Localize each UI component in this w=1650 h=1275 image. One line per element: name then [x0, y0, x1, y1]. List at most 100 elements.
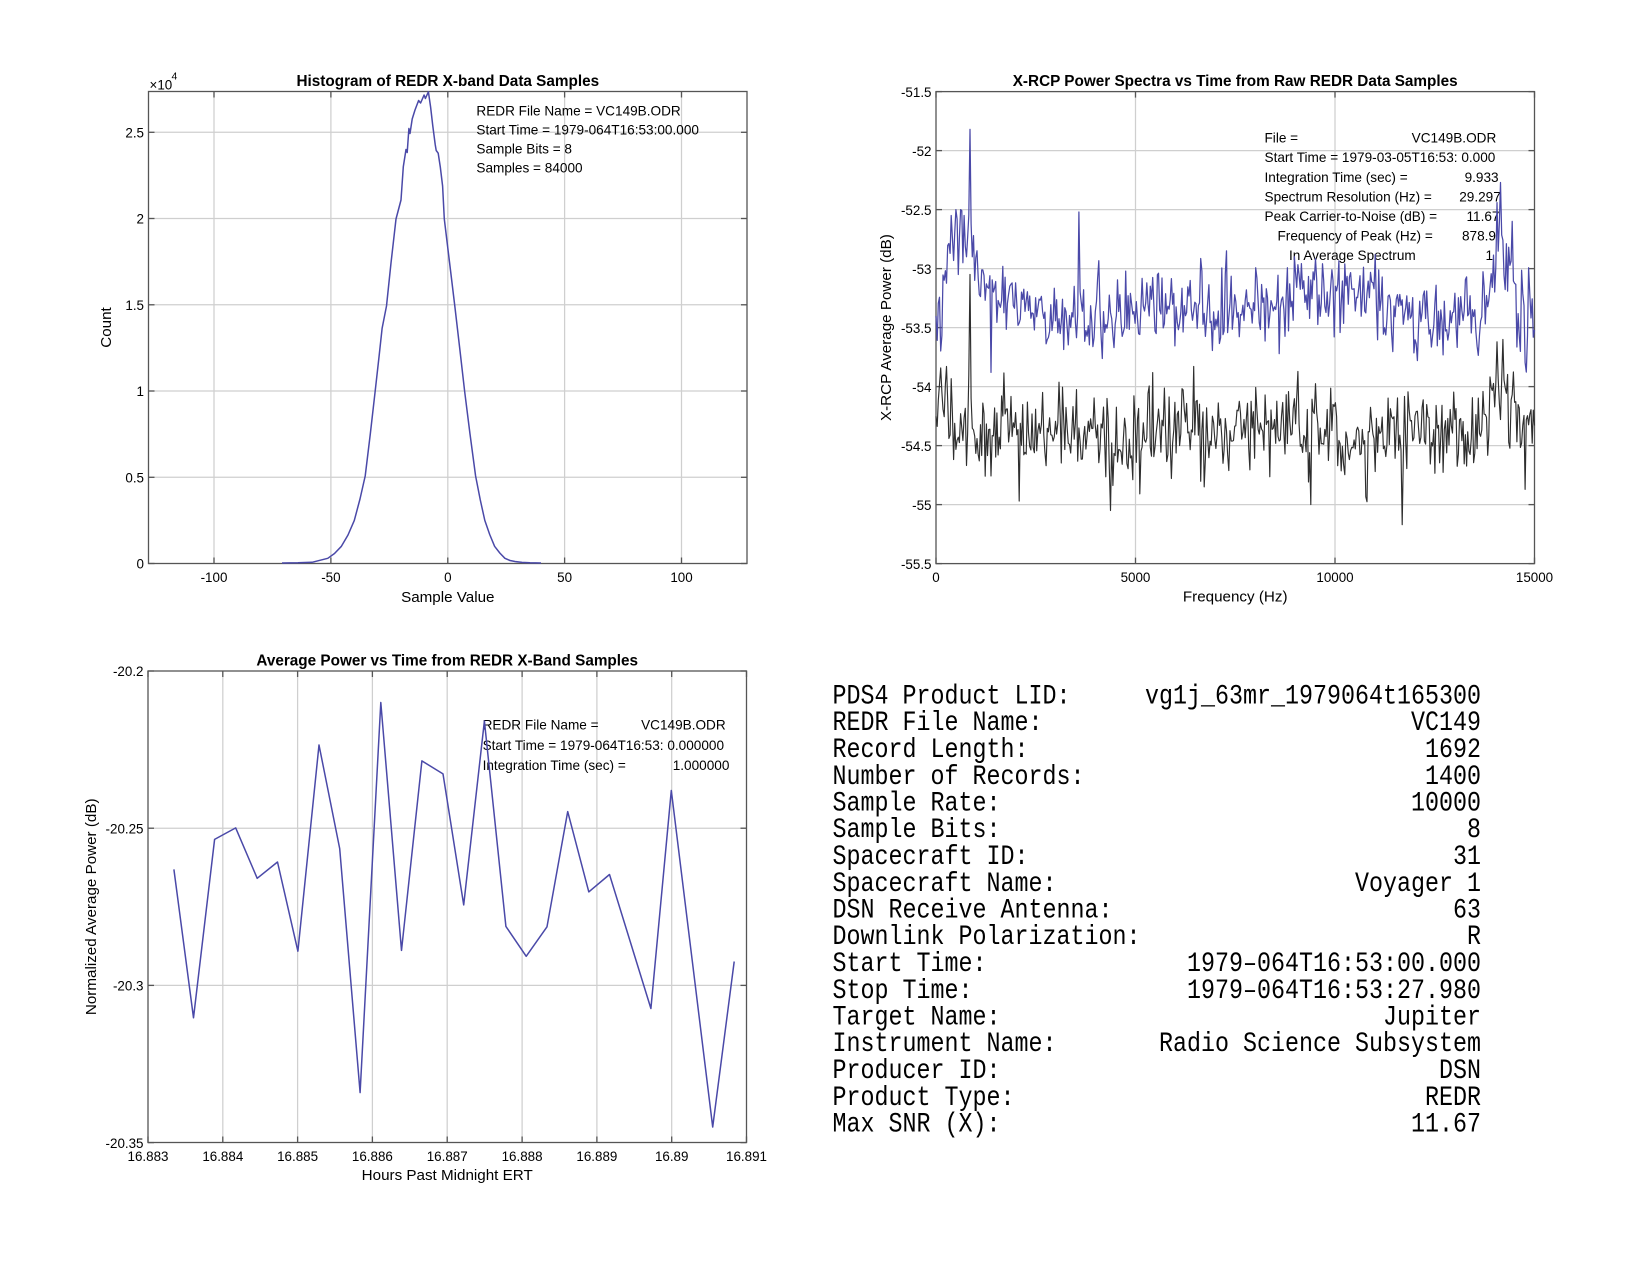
svg-text:-55: -55 — [912, 498, 931, 513]
svg-text:11.67: 11.67 — [1411, 1110, 1481, 1141]
svg-text:-51.5: -51.5 — [901, 85, 932, 100]
svg-text:-20.2: -20.2 — [113, 664, 144, 679]
svg-text:1400: 1400 — [1425, 762, 1481, 793]
svg-text:VC149B.ODR: VC149B.ODR — [1412, 131, 1497, 146]
svg-text:Target Name:: Target Name: — [833, 1003, 1001, 1034]
svg-text:Start Time:: Start Time: — [833, 949, 987, 980]
svg-text:-54.5: -54.5 — [901, 439, 932, 454]
svg-text:0: 0 — [932, 570, 939, 585]
svg-text:16.886: 16.886 — [352, 1149, 393, 1164]
svg-text:2.5: 2.5 — [125, 126, 144, 141]
svg-text:16.888: 16.888 — [502, 1149, 543, 1164]
svg-text:Sample Rate:: Sample Rate: — [833, 789, 1001, 820]
svg-text:Producer ID:: Producer ID: — [833, 1056, 1001, 1087]
svg-text:15000: 15000 — [1516, 570, 1553, 585]
svg-text:-20.3: -20.3 — [113, 979, 144, 994]
svg-text:Max SNR (X):: Max SNR (X): — [833, 1110, 1001, 1141]
svg-text:0: 0 — [444, 570, 451, 585]
svg-text:Product Type:: Product Type: — [833, 1083, 1015, 1114]
svg-text:Spacecraft Name:: Spacecraft Name: — [833, 869, 1057, 900]
svg-text:PDS4 Product LID:: PDS4 Product LID: — [833, 682, 1071, 713]
svg-text:-53: -53 — [912, 262, 931, 277]
svg-text:Normalized Average Power (dB): Normalized Average Power (dB) — [83, 798, 100, 1015]
svg-text:9.933: 9.933 — [1465, 170, 1499, 185]
svg-text:-20.35: -20.35 — [106, 1136, 144, 1151]
svg-text:16.885: 16.885 — [277, 1149, 318, 1164]
svg-text:Frequency of Peak (Hz) =: Frequency of Peak (Hz) = — [1278, 229, 1433, 244]
svg-text:Record Length:: Record Length: — [833, 735, 1029, 766]
svg-text:Sample Value: Sample Value — [401, 589, 494, 606]
svg-text:1: 1 — [1485, 248, 1493, 263]
svg-text:X-RCP Power Spectra vs Time fr: X-RCP Power Spectra vs Time from Raw RED… — [1013, 73, 1458, 90]
svg-text:R: R — [1467, 922, 1481, 953]
svg-text:31: 31 — [1453, 842, 1481, 873]
svg-text:10000: 10000 — [1411, 789, 1481, 820]
svg-text:Number of Records:: Number of Records: — [833, 762, 1085, 793]
svg-text:-52.5: -52.5 — [901, 203, 932, 218]
svg-text:REDR File Name =: REDR File Name = — [483, 718, 599, 733]
svg-text:Sample Bits:: Sample Bits: — [833, 815, 1001, 846]
svg-text:1.000000: 1.000000 — [673, 758, 730, 773]
svg-text:-100: -100 — [201, 570, 228, 585]
svg-text:Integration Time (sec) =: Integration Time (sec) = — [1265, 170, 1408, 185]
svg-text:DSN: DSN — [1439, 1056, 1481, 1087]
svg-text:Count: Count — [98, 306, 115, 347]
svg-text:Samples = 84000: Samples = 84000 — [476, 161, 583, 176]
svg-text:REDR File Name:: REDR File Name: — [833, 708, 1043, 739]
svg-text:16.887: 16.887 — [427, 1149, 468, 1164]
svg-text:4: 4 — [172, 71, 178, 83]
svg-text:100: 100 — [670, 570, 692, 585]
svg-text:0.5: 0.5 — [125, 471, 144, 486]
svg-text:Histogram of REDR X-band Data: Histogram of REDR X-band Data Samples — [297, 73, 600, 90]
svg-text:REDR: REDR — [1425, 1083, 1481, 1114]
svg-text:Voyager 1: Voyager 1 — [1355, 869, 1481, 900]
svg-text:16.891: 16.891 — [726, 1149, 767, 1164]
svg-text:1979–064T16:53:27.980: 1979–064T16:53:27.980 — [1187, 976, 1481, 1007]
svg-text:16.884: 16.884 — [202, 1149, 244, 1164]
svg-text:Instrument Name:: Instrument Name: — [833, 1029, 1057, 1060]
svg-text:2: 2 — [137, 212, 144, 227]
svg-text:Spectrum Resolution (Hz) =: Spectrum Resolution (Hz) = — [1265, 189, 1432, 204]
svg-text:X-RCP Average Power (dB): X-RCP Average Power (dB) — [878, 234, 895, 421]
svg-text:-20.25: -20.25 — [106, 821, 144, 836]
svg-text:1979–064T16:53:00.000: 1979–064T16:53:00.000 — [1187, 949, 1481, 980]
svg-text:File =: File = — [1265, 131, 1299, 146]
svg-text:-50: -50 — [321, 570, 340, 585]
svg-text:In Average Spectrum: In Average Spectrum — [1289, 248, 1416, 263]
svg-text:1692: 1692 — [1425, 735, 1481, 766]
svg-text:Average Power vs Time from RED: Average Power vs Time from REDR X-Band S… — [256, 653, 638, 670]
svg-text:Frequency (Hz): Frequency (Hz) — [1183, 589, 1288, 606]
svg-text:16.89: 16.89 — [655, 1149, 689, 1164]
svg-text:×10: ×10 — [150, 77, 173, 92]
svg-text:Integration Time (sec) =: Integration Time (sec) = — [483, 758, 626, 773]
svg-text:1.5: 1.5 — [125, 298, 144, 313]
svg-text:16.889: 16.889 — [576, 1149, 617, 1164]
svg-text:878.9: 878.9 — [1462, 229, 1496, 244]
svg-text:16.883: 16.883 — [128, 1149, 169, 1164]
svg-text:63: 63 — [1453, 896, 1481, 927]
svg-text:Spacecraft ID:: Spacecraft ID: — [833, 842, 1029, 873]
svg-text:Sample Bits = 8: Sample Bits = 8 — [476, 142, 572, 157]
svg-text:50: 50 — [557, 570, 572, 585]
svg-text:10000: 10000 — [1316, 570, 1353, 585]
svg-text:1: 1 — [137, 384, 144, 399]
svg-text:5000: 5000 — [1121, 570, 1151, 585]
svg-text:Start Time = 1979-03-05T16:53:: Start Time = 1979-03-05T16:53: 0.000 — [1265, 150, 1496, 165]
svg-text:11.67: 11.67 — [1466, 209, 1499, 224]
svg-text:Stop Time:: Stop Time: — [833, 976, 973, 1007]
svg-text:Peak Carrier-to-Noise (dB) =: Peak Carrier-to-Noise (dB) = — [1265, 209, 1438, 224]
svg-text:Downlink Polarization:: Downlink Polarization: — [833, 922, 1141, 953]
svg-text:Hours Past Midnight ERT: Hours Past Midnight ERT — [362, 1167, 533, 1184]
svg-text:VC149: VC149 — [1411, 708, 1481, 739]
svg-text:Radio Science Subsystem: Radio Science Subsystem — [1159, 1029, 1481, 1060]
svg-text:Jupiter: Jupiter — [1383, 1003, 1481, 1034]
svg-text:29.297: 29.297 — [1459, 189, 1501, 204]
svg-text:DSN Receive Antenna:: DSN Receive Antenna: — [833, 896, 1113, 927]
svg-text:VC149B.ODR: VC149B.ODR — [641, 718, 726, 733]
svg-text:-55.5: -55.5 — [901, 557, 932, 572]
svg-text:-54: -54 — [912, 380, 932, 395]
svg-text:-52: -52 — [912, 144, 931, 159]
svg-text:Start Time = 1979-064T16:53:00: Start Time = 1979-064T16:53:00.000 — [476, 123, 699, 138]
svg-text:vg1j_63mr_1979064t165300: vg1j_63mr_1979064t165300 — [1145, 682, 1481, 713]
svg-text:-53.5: -53.5 — [901, 321, 932, 336]
